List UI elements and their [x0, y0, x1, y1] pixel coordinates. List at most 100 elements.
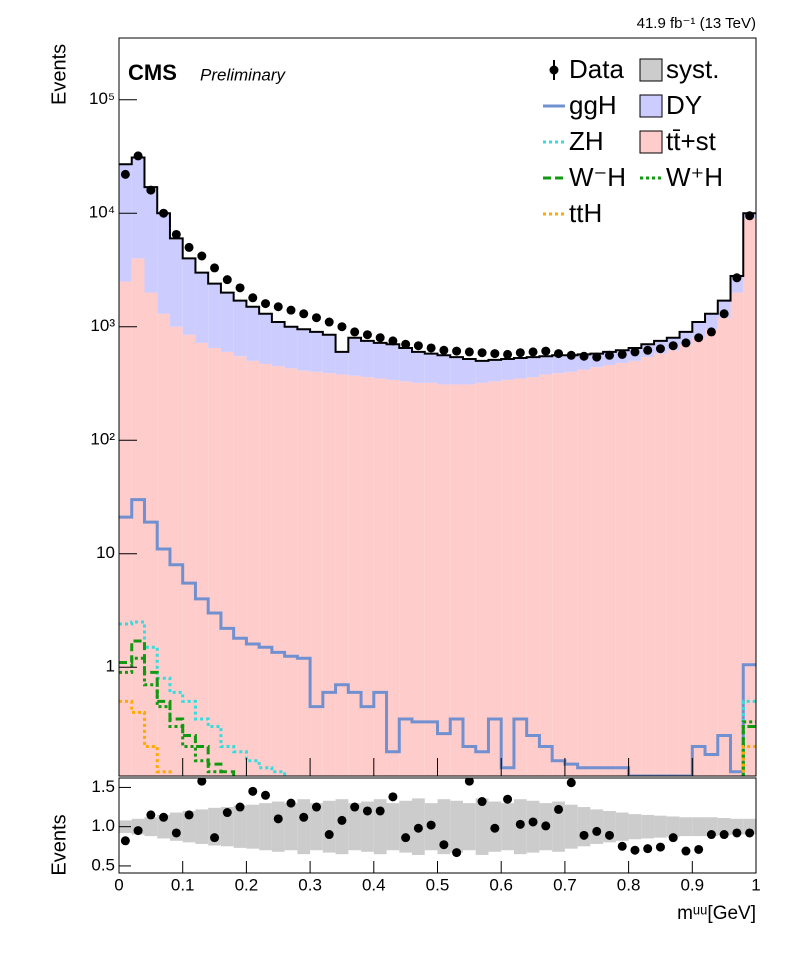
stack-bar	[552, 355, 565, 374]
syst-band	[679, 817, 693, 837]
stack-bar	[501, 358, 514, 380]
legend-label: ttH	[569, 198, 602, 228]
stack-bar	[220, 292, 234, 352]
data-point	[630, 347, 640, 357]
ratio-point	[732, 828, 742, 838]
ratio-point	[120, 836, 130, 846]
data-point	[159, 208, 169, 218]
stack-bar	[424, 353, 438, 383]
syst-band	[322, 800, 336, 853]
x-tick-label: 0.2	[235, 875, 259, 894]
stack-bar	[590, 367, 604, 776]
stack-bar	[386, 379, 400, 776]
data-point	[668, 341, 678, 351]
ratio-point	[184, 810, 194, 820]
ratio-point	[592, 826, 602, 836]
syst-band	[475, 798, 489, 855]
signal-line	[119, 656, 756, 776]
stack-outline	[119, 156, 756, 362]
ratio-point	[133, 826, 143, 836]
stack-bar	[692, 322, 706, 338]
stack-bar	[526, 377, 540, 776]
syst-band	[501, 803, 514, 851]
stack-bar	[412, 382, 425, 776]
ratio-point	[413, 823, 423, 833]
stack-bar	[628, 360, 642, 776]
legend-symbol	[549, 65, 559, 75]
stack-bar	[564, 355, 578, 372]
legend-label: tt̄+st	[666, 126, 717, 156]
stack-bar	[348, 337, 362, 376]
signal-line	[119, 639, 756, 776]
syst-band	[462, 803, 476, 851]
data-point	[566, 350, 576, 360]
legend-label: syst.	[666, 54, 719, 84]
ratio-point	[362, 806, 372, 816]
ratio-point	[248, 786, 258, 796]
stack-bar	[246, 306, 260, 361]
data-point	[286, 305, 296, 315]
stack-bar	[310, 371, 323, 776]
x-tick-label: 1	[751, 875, 760, 894]
data-point	[490, 349, 500, 359]
ratio-point	[261, 790, 271, 800]
data-point	[337, 322, 347, 332]
syst-band	[628, 814, 642, 840]
stack-bar	[501, 379, 514, 776]
data-point	[732, 273, 742, 283]
syst-band	[590, 809, 604, 844]
stack-bar	[475, 360, 489, 383]
syst-band	[450, 800, 463, 853]
stack-bar	[513, 378, 527, 776]
ratio-point	[541, 821, 551, 831]
stack-bar	[450, 357, 463, 385]
ratio-point	[694, 844, 704, 854]
x-tick-label: 0.4	[362, 875, 386, 894]
data-point	[464, 347, 474, 357]
ratio-point	[197, 778, 207, 786]
data-point	[413, 341, 423, 351]
stack-bar	[399, 347, 413, 382]
y-tick-label: 10³	[90, 316, 115, 335]
y-tick-label: 10⁴	[89, 203, 115, 222]
ratio-plot	[119, 778, 756, 858]
syst-band	[195, 809, 209, 844]
stack-bar	[717, 317, 731, 776]
ratio-point	[668, 833, 678, 843]
ratio-point	[146, 810, 156, 820]
data-point	[171, 229, 181, 239]
stack-bar	[259, 313, 272, 364]
stack-bar	[271, 366, 285, 776]
stack-bar	[513, 358, 527, 379]
stack-bar	[424, 382, 438, 776]
y-tick-label: 1	[106, 657, 115, 676]
x-tick-label: 0.9	[680, 875, 704, 894]
stack-bar	[437, 355, 451, 385]
stack-bar	[539, 356, 553, 375]
stack-bar	[666, 350, 680, 776]
ratio-point	[439, 840, 449, 850]
stack-bar	[335, 374, 349, 776]
syst-band	[615, 812, 629, 841]
stack-bar	[246, 360, 260, 776]
stack-bar	[233, 356, 247, 776]
ratio-y-tick-label: 0.5	[91, 855, 115, 874]
ratio-point	[655, 842, 665, 852]
syst-band	[437, 799, 451, 855]
data-point	[655, 344, 665, 354]
status-label: Preliminary	[200, 65, 287, 84]
stack-bar	[119, 164, 132, 282]
stack-bar	[182, 258, 196, 335]
stack-bar	[705, 329, 718, 776]
syst-band	[526, 800, 540, 853]
syst-band	[641, 814, 655, 839]
ratio-point	[528, 817, 538, 827]
stack-bar	[462, 384, 476, 776]
syst-band	[666, 816, 680, 837]
ratio-point	[222, 808, 232, 818]
ratio-point	[235, 802, 245, 812]
ratio-point	[401, 833, 411, 843]
ratio-point	[617, 841, 627, 851]
legend-label: ZH	[569, 126, 604, 156]
stack-bar	[233, 300, 247, 357]
